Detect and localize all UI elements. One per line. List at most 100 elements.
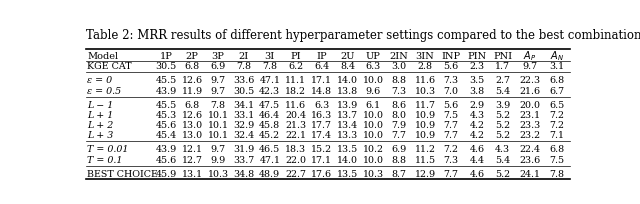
Text: 7.7: 7.7	[444, 131, 458, 140]
Text: 45.6: 45.6	[156, 120, 177, 129]
Text: 4.3: 4.3	[469, 110, 484, 119]
Text: 2I: 2I	[239, 52, 249, 61]
Text: 8.8: 8.8	[392, 155, 406, 164]
Text: 4.4: 4.4	[469, 155, 484, 164]
Text: 10.1: 10.1	[207, 131, 228, 140]
Text: 11.6: 11.6	[285, 100, 306, 109]
Text: 5.6: 5.6	[444, 62, 459, 71]
Text: Table 2: MRR results of different hyperparameter settings compared to the best c: Table 2: MRR results of different hyperp…	[86, 29, 640, 42]
Text: 6.2: 6.2	[288, 62, 303, 71]
Text: 45.2: 45.2	[259, 131, 280, 140]
Text: PNI: PNI	[493, 52, 512, 61]
Text: 22.7: 22.7	[285, 169, 306, 178]
Text: 10.3: 10.3	[415, 86, 436, 95]
Text: 10.9: 10.9	[415, 110, 436, 119]
Text: 7.1: 7.1	[550, 131, 564, 140]
Text: 14.0: 14.0	[337, 155, 358, 164]
Text: 7.5: 7.5	[444, 110, 458, 119]
Text: 11.1: 11.1	[285, 76, 306, 85]
Text: 48.9: 48.9	[259, 169, 280, 178]
Text: 13.0: 13.0	[182, 131, 203, 140]
Text: 11.9: 11.9	[182, 86, 203, 95]
Text: 10.3: 10.3	[363, 169, 384, 178]
Text: 3I: 3I	[264, 52, 275, 61]
Text: 33.7: 33.7	[233, 155, 255, 164]
Text: 5.2: 5.2	[495, 120, 510, 129]
Text: 47.5: 47.5	[259, 100, 280, 109]
Text: 7.8: 7.8	[211, 100, 225, 109]
Text: 45.4: 45.4	[156, 131, 177, 140]
Text: 16.3: 16.3	[311, 110, 332, 119]
Text: 32.4: 32.4	[234, 131, 255, 140]
Text: INP: INP	[442, 52, 461, 61]
Text: 9.9: 9.9	[211, 155, 226, 164]
Text: 14.0: 14.0	[337, 76, 358, 85]
Text: 3IN: 3IN	[416, 52, 435, 61]
Text: 2.3: 2.3	[469, 62, 484, 71]
Text: 5.4: 5.4	[495, 155, 510, 164]
Text: 2.7: 2.7	[495, 76, 510, 85]
Text: 18.3: 18.3	[285, 145, 306, 154]
Text: 3.5: 3.5	[469, 76, 484, 85]
Text: 31.9: 31.9	[233, 145, 255, 154]
Text: 43.9: 43.9	[156, 145, 177, 154]
Text: 4.2: 4.2	[469, 120, 484, 129]
Text: 7.5: 7.5	[550, 155, 564, 164]
Text: 30.5: 30.5	[233, 86, 255, 95]
Text: 45.6: 45.6	[156, 155, 177, 164]
Text: 43.9: 43.9	[156, 86, 177, 95]
Text: IP: IP	[316, 52, 327, 61]
Text: 20.4: 20.4	[285, 110, 306, 119]
Text: 22.4: 22.4	[520, 145, 540, 154]
Text: 45.5: 45.5	[156, 100, 177, 109]
Text: 4.6: 4.6	[469, 169, 484, 178]
Text: 45.9: 45.9	[156, 169, 177, 178]
Text: PI: PI	[291, 52, 301, 61]
Text: PIN: PIN	[467, 52, 486, 61]
Text: 6.4: 6.4	[314, 62, 329, 71]
Text: 7.0: 7.0	[444, 86, 458, 95]
Text: 9.7: 9.7	[211, 86, 225, 95]
Text: 3P: 3P	[212, 52, 225, 61]
Text: 10.0: 10.0	[363, 110, 384, 119]
Text: 8.4: 8.4	[340, 62, 355, 71]
Text: 10.1: 10.1	[207, 110, 228, 119]
Text: 9.6: 9.6	[365, 86, 381, 95]
Text: 5.2: 5.2	[495, 131, 510, 140]
Text: 17.1: 17.1	[311, 76, 332, 85]
Text: 12.6: 12.6	[182, 110, 203, 119]
Text: 13.1: 13.1	[182, 169, 203, 178]
Text: 10.0: 10.0	[363, 76, 384, 85]
Text: 7.2: 7.2	[550, 120, 564, 129]
Text: 45.8: 45.8	[259, 120, 280, 129]
Text: 10.0: 10.0	[363, 120, 384, 129]
Text: 10.9: 10.9	[415, 131, 436, 140]
Text: 13.0: 13.0	[182, 120, 203, 129]
Text: 11.6: 11.6	[415, 76, 436, 85]
Text: 7.7: 7.7	[444, 120, 458, 129]
Text: 13.9: 13.9	[337, 100, 358, 109]
Text: 2IN: 2IN	[390, 52, 408, 61]
Text: 10.1: 10.1	[207, 120, 228, 129]
Text: Model: Model	[88, 52, 118, 61]
Text: 11.2: 11.2	[415, 145, 436, 154]
Text: 47.1: 47.1	[259, 76, 280, 85]
Text: 10.0: 10.0	[363, 131, 384, 140]
Text: 5.2: 5.2	[495, 169, 510, 178]
Text: 33.1: 33.1	[233, 110, 255, 119]
Text: 7.3: 7.3	[392, 86, 407, 95]
Text: ε = 0: ε = 0	[88, 76, 113, 85]
Text: 2.9: 2.9	[469, 100, 484, 109]
Text: 13.5: 13.5	[337, 145, 358, 154]
Text: 3.1: 3.1	[550, 62, 564, 71]
Text: 22.3: 22.3	[519, 76, 541, 85]
Text: 6.1: 6.1	[365, 100, 381, 109]
Text: T = 0.01: T = 0.01	[88, 145, 129, 154]
Text: 42.3: 42.3	[259, 86, 280, 95]
Text: 3.0: 3.0	[392, 62, 407, 71]
Text: 32.9: 32.9	[233, 120, 255, 129]
Text: 2U: 2U	[340, 52, 355, 61]
Text: 2.8: 2.8	[417, 62, 433, 71]
Text: 3.8: 3.8	[469, 86, 484, 95]
Text: 6.9: 6.9	[211, 62, 226, 71]
